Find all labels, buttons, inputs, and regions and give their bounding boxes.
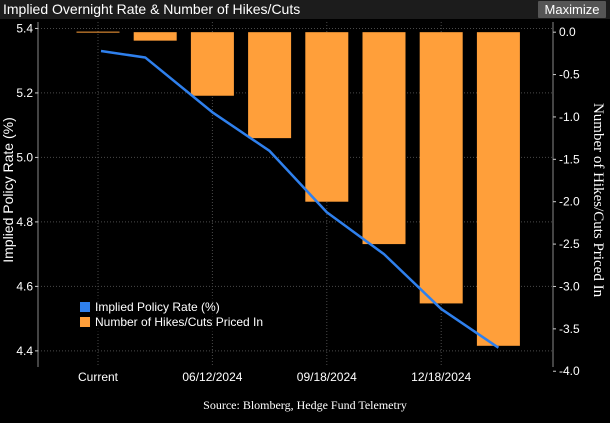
line-series (100, 49, 500, 349)
left-tick-label: 4.8 (16, 215, 33, 229)
chart-area: 4.4 4.6 4.8 5.0 5.2 5.4 0.0 -0.5 -1.0 -1.5 -2.0 -2… (0, 21, 606, 384)
legend-label: Implied Policy Rate (%) (95, 300, 220, 314)
bar (133, 32, 177, 41)
left-tick-label: 4.6 (16, 279, 33, 293)
source-note: Source: Blomberg, Hedge Fund Telemetry (203, 398, 407, 412)
bar (419, 32, 463, 304)
bar (190, 32, 234, 96)
maximize-button[interactable]: Maximize (538, 1, 606, 18)
left-tick-label: 5.2 (16, 86, 33, 100)
right-tick-label: -4.0 (559, 364, 580, 378)
bar (362, 32, 406, 245)
right-tick-label: -1.5 (559, 152, 580, 166)
x-tick-label: 06/12/2024 (182, 370, 242, 384)
left-tick-label: 5.4 (16, 21, 33, 35)
bar (305, 32, 349, 202)
right-tick-label: 0.0 (559, 25, 576, 39)
bar (476, 32, 520, 346)
left-axis-ticks: 4.4 4.6 4.8 5.0 5.2 5.4 (16, 21, 38, 358)
right-tick-label: -1.0 (559, 110, 580, 124)
right-tick-label: -3.0 (559, 279, 580, 293)
right-tick-label: -2.0 (559, 195, 580, 209)
rate-line (100, 49, 500, 349)
right-axis-ticks: 0.0 -0.5 -1.0 -1.5 -2.0 -2.5 -3.0 -3.5 -4.0 (553, 25, 580, 378)
x-tick-label: 12/18/2024 (411, 370, 471, 384)
left-tick-label: 5.0 (16, 150, 33, 164)
right-axis-label: Number of Hikes/Cuts Priced In (590, 103, 606, 298)
left-tick-label: 4.4 (16, 344, 33, 358)
bar (248, 32, 292, 139)
legend-swatch (80, 317, 90, 327)
legend-label: Number of Hikes/Cuts Priced In (95, 315, 263, 329)
right-tick-label: -2.5 (559, 237, 580, 251)
chart-title: Implied Overnight Rate & Number of Hikes… (3, 1, 301, 17)
legend: Implied Policy Rate (%)Number of Hikes/C… (76, 298, 286, 334)
x-axis-ticks: Current 06/12/2024 09/18/2024 12/18/2024 (78, 370, 472, 384)
x-tick-label: 09/18/2024 (297, 370, 357, 384)
legend-box (76, 298, 286, 334)
x-tick-label: Current (78, 370, 119, 384)
legend-swatch (80, 302, 90, 312)
title-bar: Implied Overnight Rate & Number of Hikes… (0, 0, 610, 19)
right-tick-label: -0.5 (559, 68, 580, 82)
bar-series (76, 31, 520, 346)
right-tick-label: -3.5 (559, 322, 580, 336)
left-axis-label: Implied Policy Rate (%) (0, 117, 16, 263)
